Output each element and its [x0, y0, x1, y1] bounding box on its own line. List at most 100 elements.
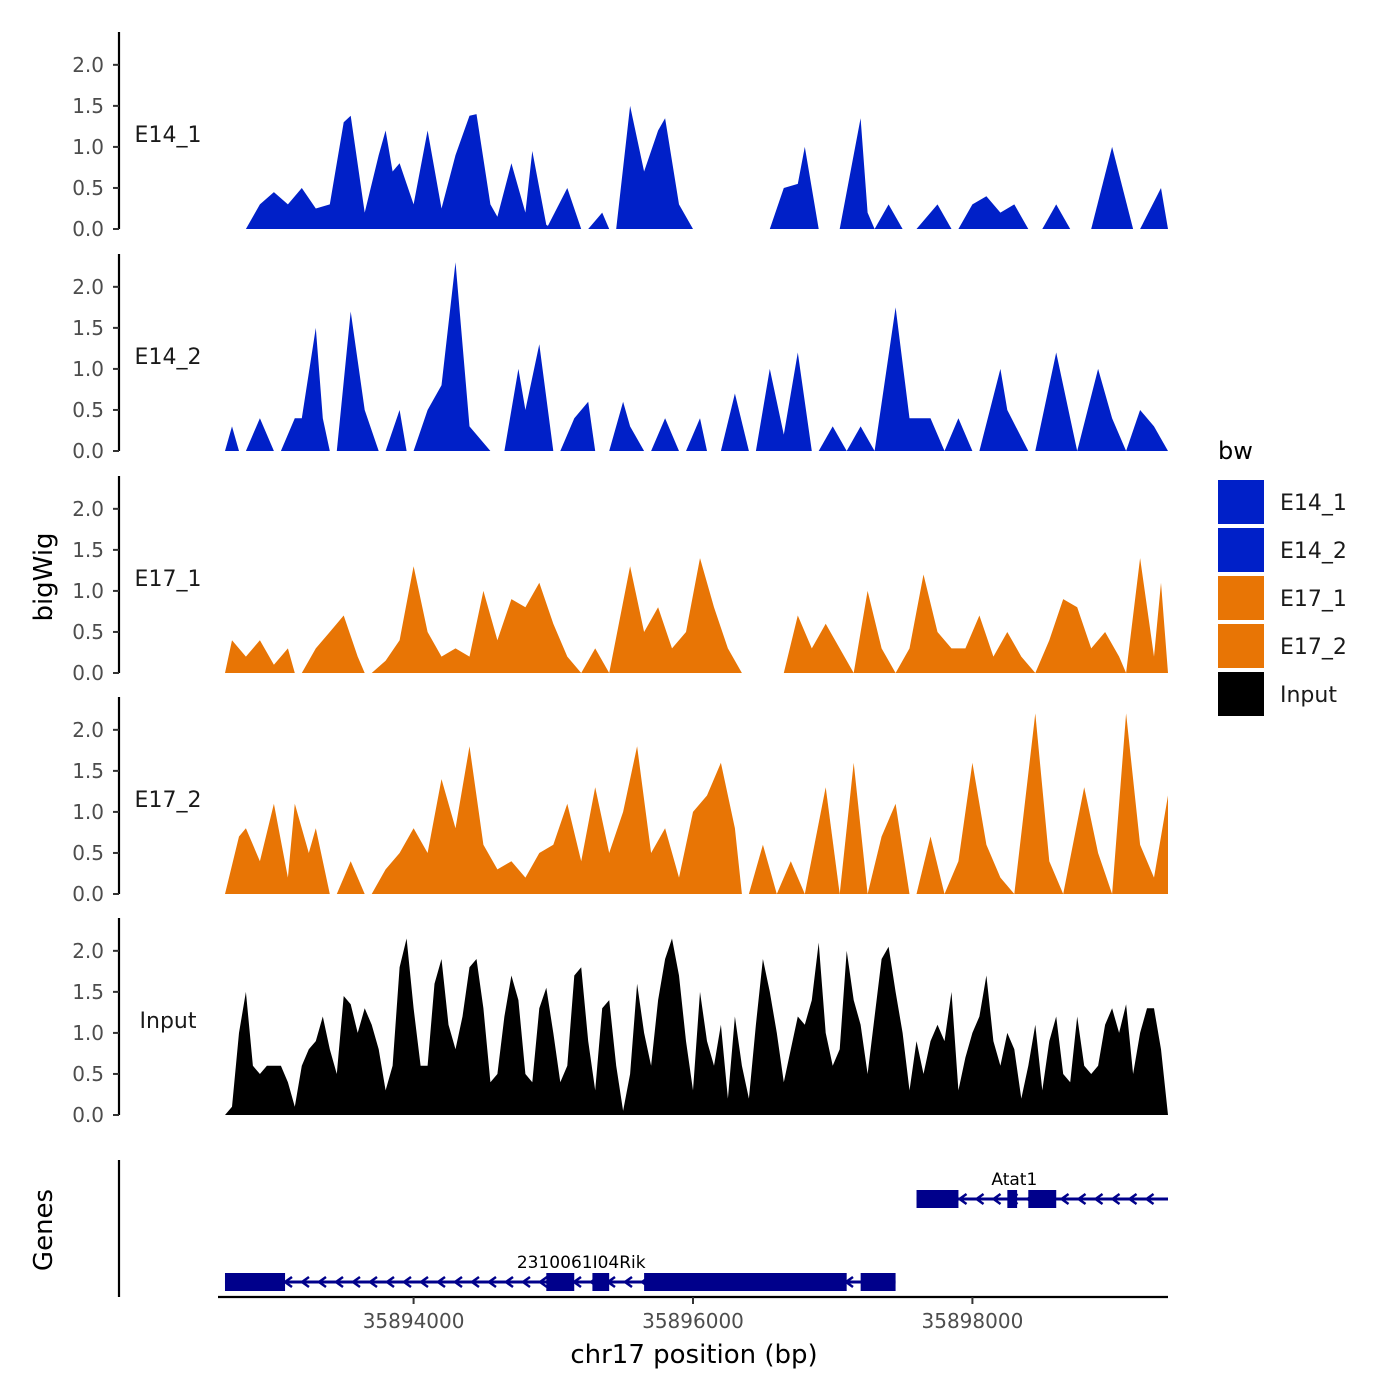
- area-e17-1-0: [225, 640, 295, 673]
- y-tick-label-e17-1-3: 1.5: [72, 538, 104, 562]
- area-e14-2-2: [280, 327, 330, 451]
- area-e17-2-5: [804, 787, 840, 894]
- strand-arrow-2310061i04rik-18: [537, 1275, 548, 1289]
- genes-panel: Atat1 2310061I04Rik: [117, 1160, 1168, 1297]
- legend-label-input: Input: [1280, 683, 1337, 708]
- area-e14-1-6: [874, 204, 903, 229]
- track-input: 0.0 0.5 1.0 1.5 2.0 Input: [72, 918, 1168, 1127]
- track-label-e14-2: E14_2: [135, 345, 202, 370]
- x-axis-title: chr17 position (bp): [570, 1340, 817, 1370]
- area-e17-1-5: [783, 615, 854, 673]
- strand-arrow-atat1-4: [991, 1192, 1002, 1206]
- y-tick-label-e14-2-1: 0.5: [72, 398, 104, 422]
- y-tick-label-e17-1-4: 2.0: [72, 497, 104, 521]
- area-e17-2-4: [776, 861, 805, 894]
- area-e17-2-9: [944, 762, 1015, 894]
- exon-2310061i04rik-1: [546, 1273, 575, 1291]
- area-e14-2-5: [413, 262, 491, 451]
- strand-arrow-2310061i04rik-13: [452, 1275, 463, 1289]
- strand-arrow-atat1-2: [957, 1192, 968, 1206]
- strand-arrow-2310061i04rik-10: [401, 1275, 412, 1289]
- area-e17-2-2: [371, 746, 742, 894]
- strand-arrow-2310061i04rik-4: [299, 1275, 310, 1289]
- strand-arrow-2310061i04rik-23: [622, 1275, 633, 1289]
- y-tick-label-input-4: 2.0: [72, 939, 104, 963]
- area-e14-1-9: [1042, 204, 1071, 229]
- genes-axis-title: Genes: [29, 1189, 59, 1271]
- area-e14-2-12: [755, 352, 812, 451]
- y-tick-label-input-0: 0.0: [72, 1103, 104, 1127]
- area-e14-2-7: [560, 401, 596, 451]
- area-e17-1-6: [853, 590, 896, 673]
- area-e17-2-3: [748, 844, 777, 894]
- strand-arrow-atat1-13: [1144, 1192, 1155, 1206]
- track-e17-1: 0.0 0.5 1.0 1.5 2.0 E17_1: [72, 476, 1168, 685]
- x-tick-label-2: 35898000: [922, 1309, 1024, 1333]
- legend-title: bw: [1218, 437, 1253, 465]
- y-tick-label-e17-1-1: 0.5: [72, 620, 104, 644]
- area-input-0: [225, 938, 1168, 1115]
- area-e17-2-11: [1063, 787, 1113, 894]
- area-e14-2-4: [385, 410, 407, 451]
- x-tick-label-0: 35894000: [363, 1309, 465, 1333]
- exon-2310061i04rik-3: [644, 1273, 847, 1291]
- area-e14-2-6: [504, 344, 554, 451]
- area-e14-2-8: [609, 401, 645, 451]
- strand-arrow-2310061i04rik-7: [350, 1275, 361, 1289]
- y-tick-label-e17-1-2: 1.0: [72, 579, 104, 603]
- legend-key-e14-1: [1218, 480, 1264, 524]
- area-e14-2-19: [1077, 368, 1127, 451]
- strand-arrow-atat1-3: [974, 1192, 985, 1206]
- gene-label-2310061i04rik: 2310061I04Rik: [517, 1253, 646, 1273]
- y-tick-label-e14-2-2: 1.0: [72, 357, 104, 381]
- strand-arrow-2310061i04rik-8: [367, 1275, 378, 1289]
- track-e14-2: 0.0 0.5 1.0 1.5 2.0 E14_2: [72, 254, 1168, 463]
- y-tick-label-e17-2-4: 2.0: [72, 718, 104, 742]
- strand-arrow-atat1-8: [1059, 1192, 1070, 1206]
- legend: bw E14_1 E14_2 E17_1 E17_2 Input: [1218, 437, 1347, 716]
- y-tick-label-e17-1-0: 0.0: [72, 661, 104, 685]
- area-e14-1-0: [245, 114, 554, 229]
- exon-2310061i04rik-2: [592, 1273, 610, 1291]
- area-e14-2-15: [874, 307, 945, 451]
- area-e17-1-8: [1035, 599, 1127, 673]
- area-e17-1-3: [581, 648, 610, 673]
- strand-arrow-2310061i04rik-16: [503, 1275, 514, 1289]
- area-e14-2-1: [245, 418, 274, 451]
- exon-2310061i04rik-0: [224, 1273, 286, 1291]
- legend-key-input: [1218, 672, 1264, 716]
- y-axis-title: bigWig: [29, 532, 59, 621]
- y-tick-label-input-2: 1.0: [72, 1021, 104, 1045]
- area-e17-2-7: [867, 803, 910, 894]
- area-e17-1-7: [895, 574, 1036, 673]
- area-e14-2-16: [944, 418, 973, 451]
- exon-atat1-0: [916, 1190, 959, 1208]
- legend-label-e14-2: E14_2: [1280, 539, 1347, 564]
- y-tick-label-e14-2-3: 1.5: [72, 316, 104, 340]
- x-axis: 35894000 35896000 35898000: [218, 1295, 1168, 1333]
- y-tick-label-e17-2-0: 0.0: [72, 882, 104, 906]
- strand-arrow-2310061i04rik-9: [384, 1275, 395, 1289]
- area-e17-2-12: [1112, 713, 1168, 894]
- area-e17-2-6: [839, 762, 868, 894]
- strand-arrow-atat1-9: [1076, 1192, 1087, 1206]
- strand-arrow-atat1-11: [1110, 1192, 1121, 1206]
- area-e17-2-10: [1014, 713, 1064, 894]
- legend-label-e17-1: E17_1: [1280, 587, 1347, 612]
- strand-arrow-atat1-10: [1093, 1192, 1104, 1206]
- area-e14-2-0: [225, 426, 239, 451]
- y-tick-label-e17-2-3: 1.5: [72, 759, 104, 783]
- x-tick-label-1: 35896000: [642, 1309, 744, 1333]
- strand-arrow-2310061i04rik-6: [333, 1275, 344, 1289]
- strand-arrow-2310061i04rik-12: [435, 1275, 446, 1289]
- legend-label-e14-1: E14_1: [1280, 491, 1347, 516]
- area-e17-1-9: [1126, 558, 1168, 673]
- gene-atat1: Atat1: [916, 1170, 1168, 1208]
- area-e14-1-1: [546, 188, 582, 229]
- y-tick-label-e17-2-2: 1.0: [72, 800, 104, 824]
- area-e17-1-2: [371, 566, 582, 673]
- area-e14-1-5: [839, 118, 875, 229]
- area-e14-2-3: [336, 311, 379, 451]
- area-e14-1-11: [1140, 188, 1168, 229]
- area-e14-1-2: [588, 212, 610, 229]
